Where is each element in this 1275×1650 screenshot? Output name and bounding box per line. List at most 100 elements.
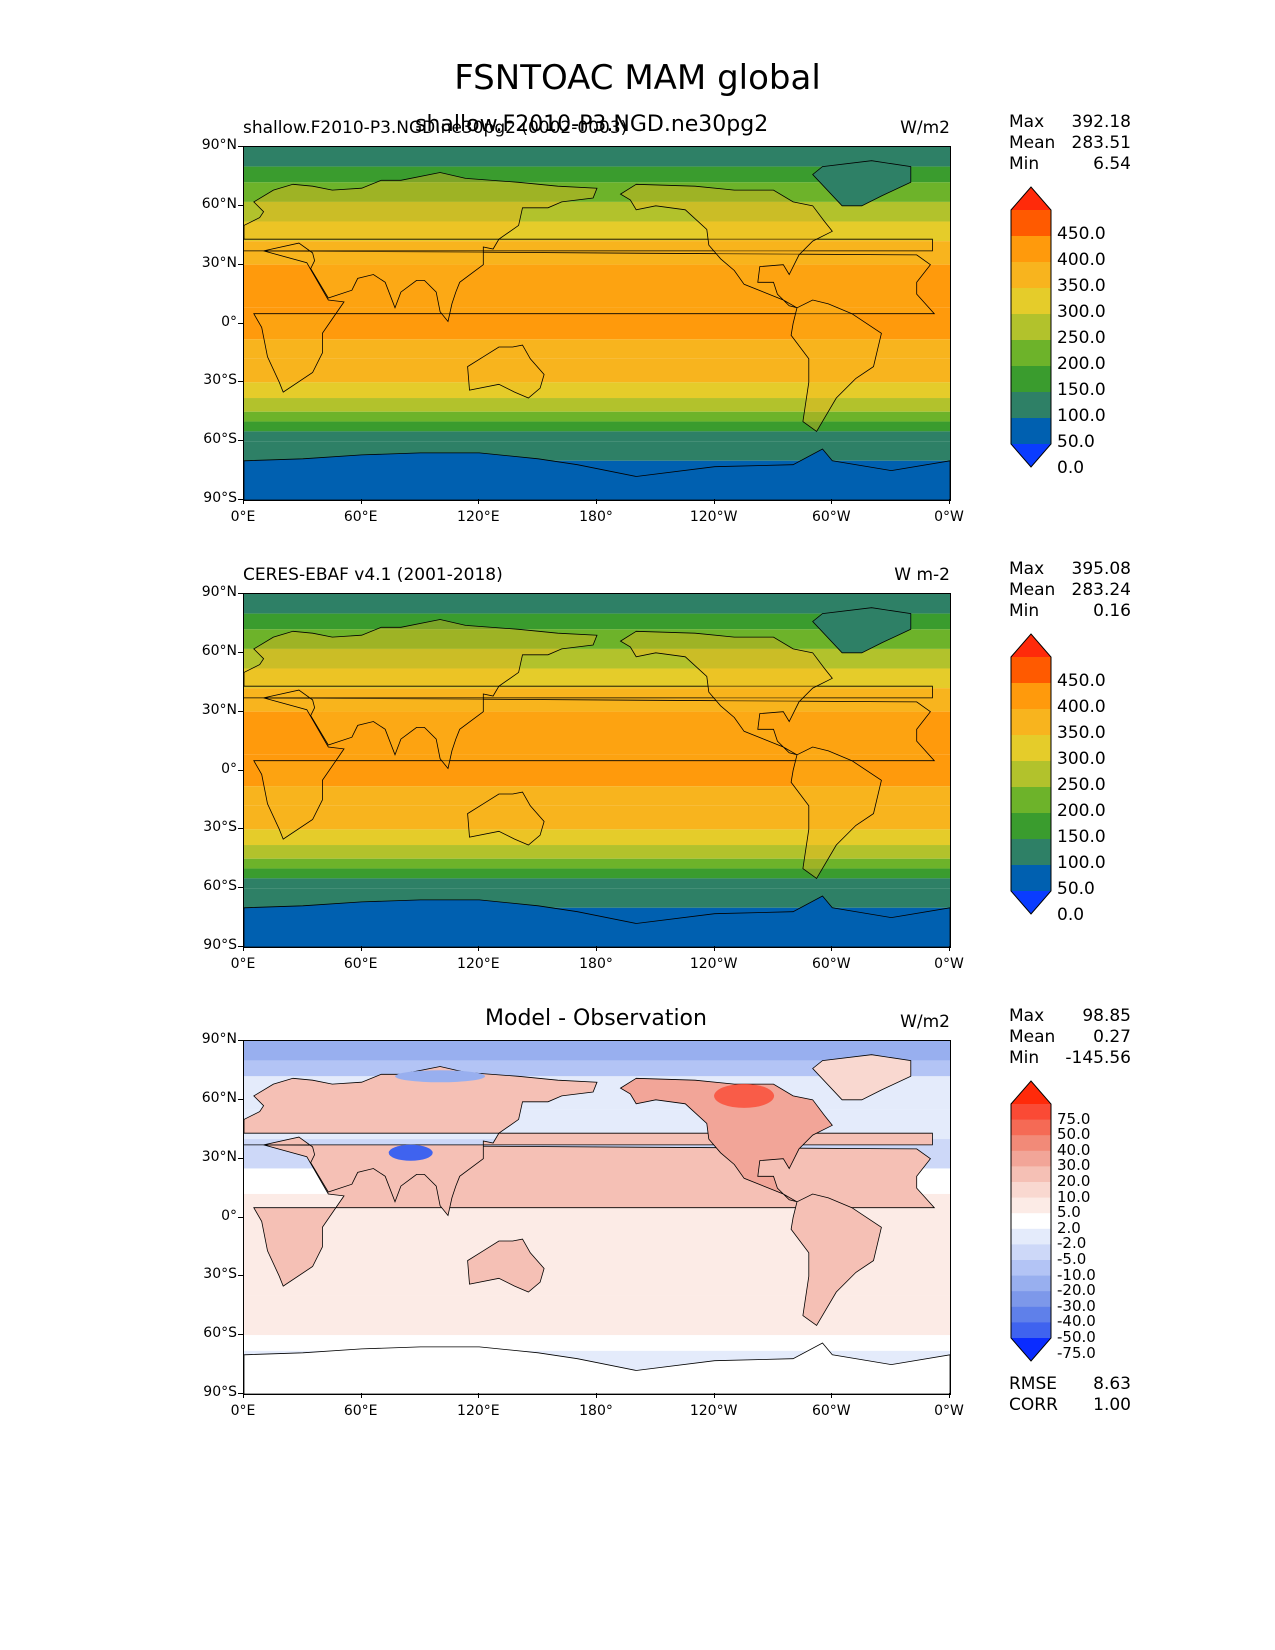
colorbar-level-label: -30.0 — [1057, 1296, 1096, 1315]
lat-band — [244, 648, 950, 669]
lat-tick-mark — [238, 204, 243, 206]
lon-tick-mark — [949, 1393, 950, 1398]
lat-tick-label: 90°N — [201, 1031, 237, 1047]
colorbar-outline — [1010, 1080, 1052, 1362]
colorbar-segment — [1011, 1275, 1051, 1292]
antarctica-outline — [244, 895, 950, 947]
lon-tick-label: 60°E — [343, 1403, 378, 1419]
colorbar-bottom-extend — [1011, 891, 1051, 914]
colorbar-level-label: 200.0 — [1057, 354, 1106, 374]
panel3-stats: Max 98.85 Mean 0.27 Min -145.56 — [1009, 1006, 1131, 1069]
colorbar-segment — [1011, 1228, 1051, 1245]
colorbar-top-extend — [1011, 1081, 1051, 1104]
lon-tick-label: 0°E — [230, 956, 256, 972]
lon-tick-label: 180° — [579, 509, 613, 525]
colorbar-level-label: 50.0 — [1057, 1125, 1091, 1144]
lat-tick-mark — [238, 1275, 243, 1277]
lon-tick-mark — [360, 499, 362, 504]
colorbar-segment — [1011, 236, 1051, 263]
samerica-outline — [790, 299, 882, 432]
lat-tick-label: 30°S — [203, 372, 237, 389]
lat-tick-mark — [238, 1334, 243, 1336]
colorbar-level-label: 100.0 — [1057, 853, 1106, 873]
lon-tick-mark — [713, 499, 715, 504]
lat-tick-label: 60°S — [203, 878, 237, 895]
lat-band — [244, 629, 950, 649]
colorbar-segment — [1011, 865, 1051, 892]
australia-outline — [467, 344, 545, 399]
lat-tick-mark — [238, 1157, 243, 1159]
colorbar-level-label: 40.0 — [1057, 1140, 1091, 1159]
lon-tick-label: 180° — [579, 956, 613, 972]
colorbar-level-label: -50.0 — [1057, 1328, 1096, 1346]
lat-band — [244, 1295, 950, 1336]
colorbar-segment — [1011, 1213, 1051, 1230]
lon-tick-mark — [243, 499, 244, 504]
lat-tick-label: 90°N — [201, 137, 237, 153]
colorbar-segment — [1011, 1197, 1051, 1214]
lat-band — [244, 805, 950, 830]
colorbar-segment — [1011, 1306, 1051, 1323]
lon-tick-mark — [949, 499, 950, 504]
colorbar-segment — [1011, 709, 1051, 736]
colorbar-top-extend — [1011, 634, 1051, 657]
stat-max-value: 395.08 — [1071, 559, 1131, 579]
lon-tick-label: 60°W — [811, 1403, 851, 1419]
lon-tick-mark — [478, 1393, 480, 1398]
lat-band — [244, 829, 950, 846]
colorbar-segment — [1011, 683, 1051, 710]
samerica-outline — [790, 746, 882, 879]
africa-outline — [253, 697, 936, 840]
colorbar-level-label: 30.0 — [1057, 1156, 1091, 1175]
colorbar-segment — [1011, 1135, 1051, 1152]
colorbar-segment — [1011, 340, 1051, 367]
lon-tick-label: 0°E — [230, 1403, 256, 1419]
stat-min-label: Min — [1009, 154, 1040, 174]
lat-tick-label: 0° — [221, 313, 237, 330]
stat-min-label: Min — [1009, 1048, 1040, 1068]
lon-tick-label: 60°W — [811, 956, 851, 972]
lat-tick-mark — [238, 828, 243, 830]
lon-tick-mark — [949, 946, 950, 951]
greenland-outline — [812, 607, 912, 654]
panel2-map — [243, 593, 951, 948]
stat-mean-value: 283.51 — [1071, 133, 1131, 153]
lat-band — [244, 182, 950, 202]
colorbar-level-label: -2.0 — [1057, 1234, 1087, 1253]
lon-tick-mark — [713, 1393, 715, 1398]
colorbar-segment — [1011, 418, 1051, 445]
lat-tick-mark — [238, 1216, 243, 1218]
lon-tick-mark — [831, 946, 833, 951]
colorbar-level-label: 350.0 — [1057, 723, 1106, 743]
stat-max-value: 98.85 — [1082, 1006, 1131, 1026]
lat-band — [244, 1041, 950, 1061]
colorbar-segment — [1011, 787, 1051, 814]
panel3-map — [243, 1040, 951, 1395]
lon-tick-mark — [831, 499, 833, 504]
lat-band — [244, 358, 950, 383]
lon-tick-mark — [243, 946, 244, 951]
figure-title: FSNTOAC MAM global — [454, 58, 821, 98]
lat-tick-label: 90°S — [203, 1384, 237, 1400]
colorbar-segment — [1011, 1322, 1051, 1339]
lat-tick-label: 0° — [221, 1207, 237, 1224]
panel1-map — [243, 146, 951, 501]
siberia-anomaly — [395, 1070, 486, 1083]
panel1-left-title: shallow.F2010-P3.NGD.ne30pg2 (0002-0003) — [243, 118, 628, 138]
colorbar-segment — [1011, 1166, 1051, 1183]
panel3-center-title: Model - Observation — [485, 1006, 707, 1031]
colorbar-segment — [1011, 1119, 1051, 1136]
lat-band — [244, 1335, 950, 1351]
lon-tick-label: 120°E — [457, 956, 500, 972]
colorbar-segment — [1011, 735, 1051, 762]
stat-mean-value: 0.27 — [1093, 1027, 1131, 1047]
stat-max-value: 392.18 — [1071, 112, 1131, 132]
colorbar-outline — [1010, 186, 1052, 468]
colorbar-level-label: -75.0 — [1057, 1343, 1096, 1362]
panel2-left-title: CERES-EBAF v4.1 (2001-2018) — [243, 565, 503, 585]
antarctica-outline — [244, 448, 950, 500]
stat-mean-label: Mean — [1009, 1027, 1056, 1047]
lat-band — [244, 221, 950, 242]
lat-tick-mark — [238, 322, 243, 324]
lat-tick-label: 90°N — [201, 584, 237, 600]
